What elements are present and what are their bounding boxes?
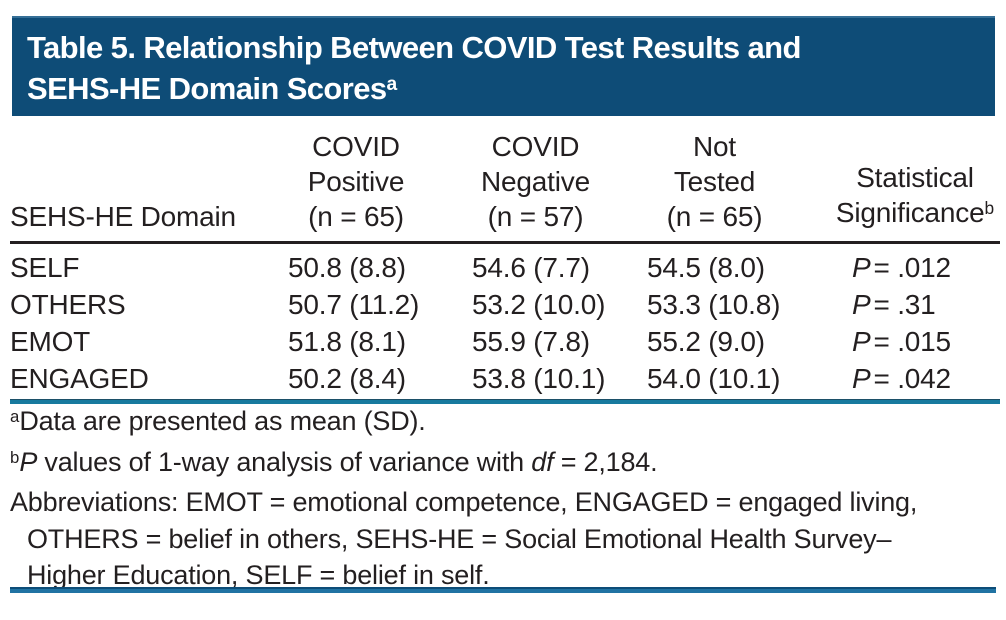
domain-cell: ENGAGED [10,363,149,394]
not-tested-cell: 54.0 (10.1) [647,363,781,394]
not-tested-cell: 55.2 (9.0) [647,326,765,357]
covid-positive-cell: 50.7 (11.2) [288,289,420,320]
col-header-covid-positive: COVID Positive (n = 65) [288,129,472,244]
covid-negative-cell: 53.8 (10.1) [472,363,606,394]
table-body-region: SEHS-HE Domain COVID Positive (n = 65) C… [10,129,1000,404]
table-row-self: SELF 50.8 (8.8) 54.6 (7.7) 54.5 (8.0) P =… [10,243,1000,287]
table-bottom-rule [10,399,1000,404]
footnote-b: bP values of 1-way analysis of variance … [10,446,658,477]
not-tested-cell: 53.3 (10.8) [647,289,781,320]
domain-cell: EMOT [10,326,91,357]
table-row-engaged: ENGAGED 50.2 (8.4) 53.8 (10.1) 54.0 (10.… [10,360,1000,397]
covid-positive-cell: 51.8 (8.1) [288,326,406,357]
significance-cell: P = .042 [852,363,951,394]
col-header-covid-negative: COVID Negative (n = 57) [472,129,647,244]
domain-cell: OTHERS [10,289,126,320]
header-footnote-marker-b: b [984,198,995,219]
covid-positive-cell: 50.8 (8.8) [288,252,406,283]
footnote-abbreviations-line2: OTHERS = belief in others, SEHS-HE = Soc… [27,523,892,554]
table-title: Table 5. Relationship Between COVID Test… [12,18,995,114]
footnote-b-marker: b [10,447,20,467]
col-header-statistical-significance: Statistical Significanceb [830,129,1000,244]
footnote-a: aData are presented as mean (SD). [10,406,426,436]
covid-negative-cell: 55.9 (7.8) [472,326,590,357]
table-row-others: OTHERS 50.7 (11.2) 53.2 (10.0) 53.3 (10.… [10,286,1000,323]
significance-cell: P = .31 [852,289,936,320]
footnote-abbreviations-line1: Abbreviations: EMOT = emotional competen… [10,487,918,517]
domain-cell: SELF [10,252,80,283]
col-header-domain: SEHS-HE Domain [10,129,288,244]
covid-negative-cell: 53.2 (10.0) [472,289,606,320]
footnotes: aData are presented as mean (SD). bP val… [10,403,1006,594]
figure-bottom-rule [10,587,996,593]
not-tested-cell: 54.5 (8.0) [647,252,765,283]
table-title-banner: Table 5. Relationship Between COVID Test… [12,16,995,116]
table-header-row: SEHS-HE Domain COVID Positive (n = 65) C… [10,129,1000,244]
col-header-not-tested: Not Tested (n = 65) [647,129,830,244]
footnote-a-marker: a [10,407,20,427]
table-row-emot: EMOT 51.8 (8.1) 55.9 (7.8) 55.2 (9.0) P =… [10,323,1000,360]
table-title-line1: Table 5. Relationship Between COVID Test… [27,30,801,65]
covid-positive-cell: 50.2 (8.4) [288,363,406,394]
significance-cell: P = .015 [852,326,951,357]
significance-cell: P = .012 [852,252,951,283]
title-footnote-marker-a: a [386,74,398,96]
table-title-line2: SEHS-HE Domain Scoresa [27,71,398,106]
footnote-abbreviations-line3: Higher Education, SELF = belief in self. [27,560,490,590]
covid-sehs-table: SEHS-HE Domain COVID Positive (n = 65) C… [10,129,1000,397]
covid-negative-cell: 54.6 (7.7) [472,252,590,283]
